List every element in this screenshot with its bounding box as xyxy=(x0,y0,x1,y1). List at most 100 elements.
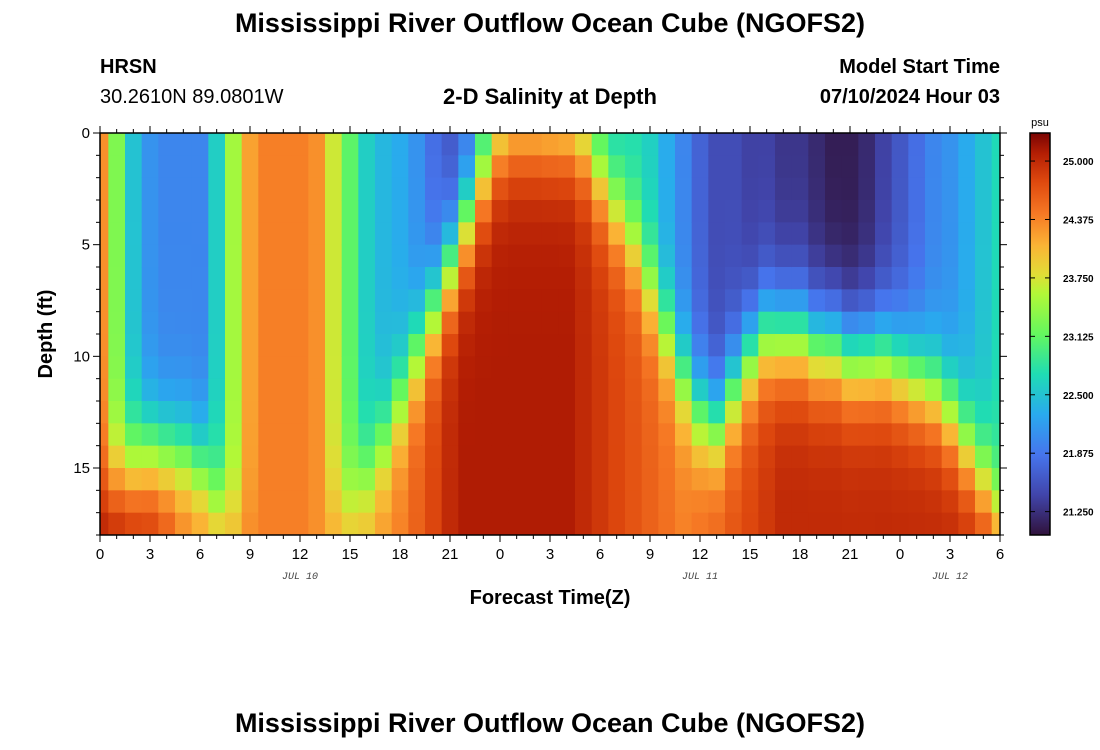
heatmap-cell xyxy=(708,311,726,335)
heatmap-cell xyxy=(241,445,259,469)
y-axis: 0 5 10 15 xyxy=(73,125,1007,536)
heatmap-cell xyxy=(641,468,659,491)
heatmap-cell xyxy=(291,468,309,491)
heatmap-cell xyxy=(758,155,776,179)
heatmap-cell xyxy=(491,155,509,179)
heatmap-cell xyxy=(591,267,609,290)
heatmap-cell xyxy=(625,512,643,535)
heatmap-cell xyxy=(408,512,426,535)
heatmap-cell xyxy=(841,423,859,447)
heatmap-cell xyxy=(100,267,109,290)
heatmap-cell xyxy=(375,222,393,246)
heatmap-cell xyxy=(341,356,359,380)
heatmap-cell xyxy=(241,311,259,335)
heatmap-cell xyxy=(691,222,709,246)
heatmap-cell xyxy=(525,423,543,447)
heatmap-cell xyxy=(791,468,809,491)
heatmap-cell xyxy=(158,356,176,380)
heatmap-cell xyxy=(425,200,443,223)
heatmap-cell xyxy=(108,401,126,424)
heatmap-cell xyxy=(358,512,376,535)
heatmap-cell xyxy=(441,378,459,402)
heatmap-cell xyxy=(308,155,326,179)
heatmap-cell xyxy=(158,133,176,156)
heatmap-cell xyxy=(458,445,476,469)
heatmap-cell xyxy=(708,222,726,246)
heatmap-cell xyxy=(808,177,826,201)
heatmap-cell xyxy=(741,267,759,290)
heatmap-cell xyxy=(458,289,476,313)
heatmap-cell xyxy=(808,289,826,313)
heatmap-cell xyxy=(658,334,676,357)
heatmap-cell xyxy=(191,244,209,268)
heatmap-cell xyxy=(991,133,1000,156)
heatmap-cell xyxy=(591,177,609,201)
heatmap-cell xyxy=(925,401,943,424)
heatmap-cell xyxy=(591,423,609,447)
heatmap-cell xyxy=(875,468,893,491)
heatmap-cell xyxy=(808,423,826,447)
heatmap-cell xyxy=(958,267,976,290)
heatmap-cell xyxy=(325,468,343,491)
heatmap-cell xyxy=(441,200,459,223)
heatmap-cell xyxy=(708,423,726,447)
heatmap-cell xyxy=(325,445,343,469)
heatmap-cell xyxy=(475,512,493,535)
heatmap-cell xyxy=(575,200,593,223)
heatmap-cell xyxy=(741,289,759,313)
heatmap-cell xyxy=(525,244,543,268)
heatmap-cell xyxy=(100,289,109,313)
heatmap-cell xyxy=(991,334,1000,357)
heatmap-cell xyxy=(991,244,1000,268)
heatmap-cell xyxy=(225,311,243,335)
heatmap-cell xyxy=(541,445,559,469)
heatmap-cell xyxy=(641,423,659,447)
heatmap-cell xyxy=(325,512,343,535)
heatmap-cell xyxy=(100,512,109,535)
heatmap-cell xyxy=(308,177,326,201)
heatmap-cell xyxy=(808,445,826,469)
heatmap-cell xyxy=(541,200,559,223)
heatmap-cell xyxy=(375,356,393,380)
heatmap-cell xyxy=(958,468,976,491)
heatmap-cell xyxy=(141,222,159,246)
heatmap-cell xyxy=(308,423,326,447)
heatmap-cell xyxy=(358,267,376,290)
heatmap-cell xyxy=(241,289,259,313)
heatmap-cell xyxy=(708,490,726,514)
heatmap-cell xyxy=(100,133,109,156)
heatmap-cell xyxy=(858,512,876,535)
heatmap-cell xyxy=(108,222,126,246)
heatmap-cell xyxy=(891,356,909,380)
heatmap-cell xyxy=(208,423,226,447)
heatmap-cell xyxy=(375,378,393,402)
heatmap-cell xyxy=(441,490,459,514)
heatmap-cell xyxy=(258,468,276,491)
x-axis: 0 3 6 9 12 15 18 21 0 3 6 9 12 15 18 21 0 3 6 JUL 10 JUL 11 J… xyxy=(96,126,1004,583)
heatmap-cell xyxy=(475,378,493,402)
colorbar-tick-label: 23.750 xyxy=(1063,274,1094,285)
heatmap-cell xyxy=(725,356,743,380)
heatmap-cell xyxy=(275,311,293,335)
heatmap-cell xyxy=(975,311,993,335)
heatmap-cell xyxy=(341,222,359,246)
station-id: HRSN xyxy=(100,56,157,78)
heatmap-cell xyxy=(158,490,176,514)
heatmap-cell xyxy=(225,356,243,380)
heatmap-cell xyxy=(658,222,676,246)
heatmap-cell xyxy=(958,289,976,313)
heatmap-cell xyxy=(658,267,676,290)
heatmap-cell xyxy=(208,244,226,268)
heatmap-cell xyxy=(391,378,409,402)
heatmap-cell xyxy=(425,512,443,535)
heatmap-cell xyxy=(275,334,293,357)
heatmap-cell xyxy=(891,222,909,246)
heatmap-cell xyxy=(775,133,793,156)
heatmap-cell xyxy=(408,401,426,424)
heatmap-cell xyxy=(875,423,893,447)
heatmap-cell xyxy=(100,468,109,491)
heatmap-cell xyxy=(508,334,526,357)
heatmap-cell xyxy=(625,334,643,357)
heatmap-cell xyxy=(625,222,643,246)
heatmap-cell xyxy=(808,267,826,290)
